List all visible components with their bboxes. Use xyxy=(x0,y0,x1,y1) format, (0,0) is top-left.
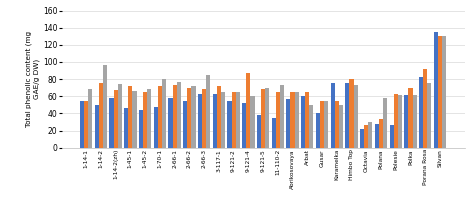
Bar xyxy=(295,92,299,148)
Bar xyxy=(187,88,191,148)
Bar xyxy=(301,96,305,148)
Bar xyxy=(88,89,92,148)
Bar xyxy=(412,95,417,148)
Bar xyxy=(272,118,276,148)
Bar xyxy=(213,94,217,148)
Bar xyxy=(236,92,240,148)
Bar xyxy=(394,94,398,148)
Bar xyxy=(320,101,324,148)
Bar xyxy=(354,85,358,148)
Bar xyxy=(132,91,137,148)
Bar xyxy=(438,36,442,148)
Bar xyxy=(95,105,99,148)
Bar xyxy=(419,77,423,148)
Bar xyxy=(173,85,177,148)
Bar xyxy=(183,101,187,148)
Bar xyxy=(442,36,446,148)
Bar xyxy=(103,65,107,148)
Bar xyxy=(434,32,438,148)
Bar xyxy=(379,119,383,148)
Bar xyxy=(158,86,162,148)
Bar xyxy=(257,115,261,148)
Bar xyxy=(364,124,368,148)
Bar xyxy=(198,94,202,148)
Bar xyxy=(246,73,250,148)
Bar xyxy=(375,124,379,148)
Bar xyxy=(324,101,328,148)
Bar xyxy=(80,101,84,148)
Bar xyxy=(191,86,196,148)
Bar xyxy=(217,86,221,148)
Bar xyxy=(316,114,320,148)
Bar xyxy=(286,99,291,148)
Bar xyxy=(360,129,364,148)
Bar xyxy=(231,92,236,148)
Bar xyxy=(409,88,412,148)
Bar xyxy=(428,83,431,148)
Bar xyxy=(168,98,173,148)
Bar xyxy=(261,89,265,148)
Bar xyxy=(114,90,118,148)
Bar xyxy=(310,105,313,148)
Bar xyxy=(139,110,143,148)
Bar xyxy=(335,101,339,148)
Bar xyxy=(221,92,225,148)
Bar xyxy=(330,83,335,148)
Bar xyxy=(368,122,373,148)
Bar xyxy=(202,89,206,148)
Bar xyxy=(346,83,349,148)
Bar xyxy=(177,82,181,148)
Bar xyxy=(291,92,295,148)
Bar xyxy=(276,92,280,148)
Bar xyxy=(128,86,132,148)
Bar xyxy=(228,101,231,148)
Bar xyxy=(109,98,114,148)
Bar xyxy=(390,124,394,148)
Bar xyxy=(349,79,354,148)
Bar xyxy=(143,92,147,148)
Bar xyxy=(206,75,210,148)
Bar xyxy=(305,92,310,148)
Bar xyxy=(404,95,409,148)
Bar xyxy=(154,107,158,148)
Bar xyxy=(250,96,255,148)
Bar xyxy=(339,105,343,148)
Bar xyxy=(84,101,88,148)
Bar xyxy=(118,84,122,148)
Bar xyxy=(265,88,269,148)
Bar xyxy=(280,85,284,148)
Bar xyxy=(383,98,387,148)
Bar xyxy=(147,89,151,148)
Bar xyxy=(423,69,428,148)
Bar xyxy=(124,108,128,148)
Bar xyxy=(99,83,103,148)
Y-axis label: Total phenolic content (mg
GAE/g DW): Total phenolic content (mg GAE/g DW) xyxy=(26,31,40,127)
Bar xyxy=(398,95,402,148)
Bar xyxy=(242,103,246,148)
Bar xyxy=(162,79,166,148)
